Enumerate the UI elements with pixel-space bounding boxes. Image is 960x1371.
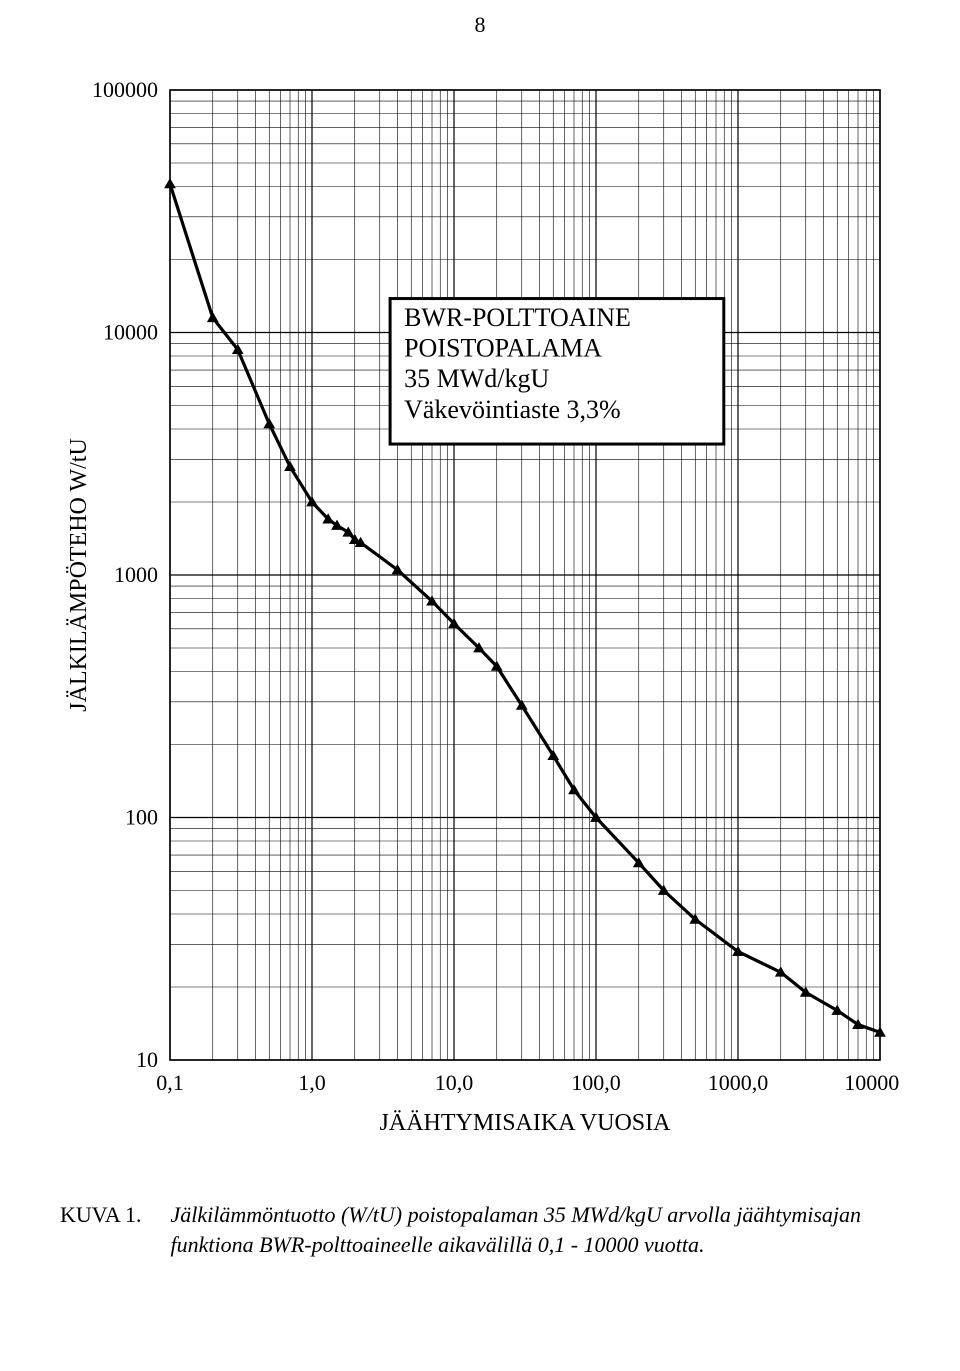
y-tick-label: 100000 (92, 77, 158, 102)
inset-line: BWR-POLTTOAINE (404, 303, 631, 332)
y-tick-label: 10000 (103, 320, 158, 345)
y-axis-label: JÄLKILÄMPÖTEHO W/tU (66, 438, 92, 712)
decay-heat-chart: BWR-POLTTOAINEPOISTOPALAMA35 MWd/kgUVäke… (60, 70, 900, 1170)
x-tick-label: 1,0 (298, 1070, 326, 1095)
x-tick-label: 10,0 (435, 1070, 474, 1095)
caption-label: KUVA 1. (60, 1200, 165, 1230)
y-tick-label: 100 (125, 805, 158, 830)
x-tick-label: 0,1 (156, 1070, 184, 1095)
inset-line: 35 MWd/kgU (404, 364, 549, 393)
x-tick-label: 10000,0 (844, 1070, 900, 1095)
chart-container: BWR-POLTTOAINEPOISTOPALAMA35 MWd/kgUVäke… (60, 70, 900, 1170)
figure-caption: KUVA 1. Jälkilämmöntuotto (W/tU) poistop… (60, 1200, 900, 1259)
x-tick-label: 100,0 (571, 1070, 621, 1095)
inset-line: Väkevöintiaste 3,3% (404, 395, 621, 424)
page: 8 BWR-POLTTOAINEPOISTOPALAMA35 MWd/kgUVä… (0, 0, 960, 1371)
x-tick-label: 1000,0 (708, 1070, 769, 1095)
x-axis-label: JÄÄHTYMISAIKA VUOSIA (380, 1110, 672, 1136)
page-number: 8 (475, 12, 486, 38)
caption-text: Jälkilämmöntuotto (W/tU) poistopalaman 3… (171, 1200, 891, 1259)
inset-line: POISTOPALAMA (404, 334, 602, 363)
y-tick-label: 1000 (114, 562, 158, 587)
y-tick-label: 10 (136, 1047, 158, 1072)
